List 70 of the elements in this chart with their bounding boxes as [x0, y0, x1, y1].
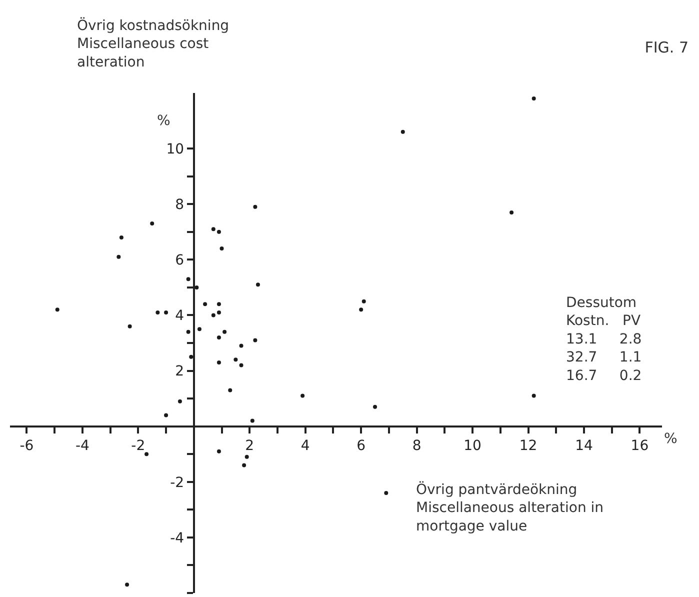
y-tick-label: 10	[166, 141, 184, 158]
chart-title: FIG. 7	[644, 38, 689, 56]
point	[239, 363, 244, 368]
point	[211, 313, 216, 318]
point	[164, 413, 168, 418]
y-tick-label: 2	[175, 364, 184, 380]
point	[250, 418, 254, 423]
point	[510, 210, 514, 214]
point	[244, 454, 249, 459]
x-tick-label: 6	[356, 438, 366, 454]
y-tick-label: -4	[170, 530, 184, 546]
point	[216, 335, 221, 340]
x-tick-label: 10	[464, 438, 482, 454]
point	[362, 299, 366, 304]
point	[197, 327, 202, 332]
point	[194, 285, 199, 290]
x-tick-label: -4	[75, 438, 90, 454]
annotation: Dessutom Kostn. PV 13.1 2.8 32.7 1.1 16.7 0.2	[566, 295, 642, 384]
point	[228, 388, 232, 392]
point	[216, 302, 221, 306]
point	[216, 230, 221, 234]
point	[216, 310, 221, 314]
point	[164, 310, 168, 314]
y-axis-title: Övrig kostnadsökning Miscellaneous cost alteration	[77, 17, 230, 70]
point	[234, 358, 238, 362]
point	[216, 449, 221, 454]
point	[203, 302, 208, 306]
annotation: %	[157, 113, 170, 129]
point	[211, 227, 216, 232]
point	[220, 246, 224, 251]
point	[222, 330, 227, 334]
y-tick-label: 8	[175, 197, 184, 214]
point	[125, 582, 130, 587]
y-tick-label: 4	[175, 308, 184, 324]
point	[239, 344, 244, 348]
point	[178, 399, 182, 404]
y-tick-label: 6	[175, 252, 184, 269]
point	[384, 491, 388, 495]
point	[300, 394, 305, 398]
point	[150, 222, 154, 226]
point	[253, 338, 258, 342]
x-tick-label: -6	[20, 438, 34, 454]
x-tick-label: 12	[519, 438, 538, 454]
x-axis-title: Övrig pantvärdeökning Miscellaneous alteration in mortgage value	[416, 481, 604, 534]
point	[532, 394, 536, 398]
point	[156, 310, 160, 314]
point	[359, 308, 364, 312]
point	[373, 404, 378, 409]
point	[242, 463, 246, 468]
point	[253, 204, 258, 209]
text: %	[664, 431, 678, 447]
y-tick-label: -2	[170, 474, 184, 491]
point	[55, 308, 60, 312]
x-tick-label: 14	[575, 438, 593, 454]
point	[119, 235, 124, 240]
point	[532, 96, 536, 101]
x-tick-label: 16	[630, 438, 649, 454]
point	[189, 354, 194, 359]
x-tick-label: 4	[300, 438, 310, 454]
x-tick-label: 2	[245, 438, 254, 454]
point	[400, 130, 405, 134]
x-tick-label: -2	[131, 438, 146, 454]
point	[216, 360, 221, 364]
point	[116, 254, 121, 259]
x-tick-label: 8	[412, 438, 422, 454]
point	[256, 282, 260, 287]
point	[144, 452, 149, 456]
point	[128, 324, 132, 328]
point	[186, 330, 190, 334]
point	[186, 277, 190, 282]
